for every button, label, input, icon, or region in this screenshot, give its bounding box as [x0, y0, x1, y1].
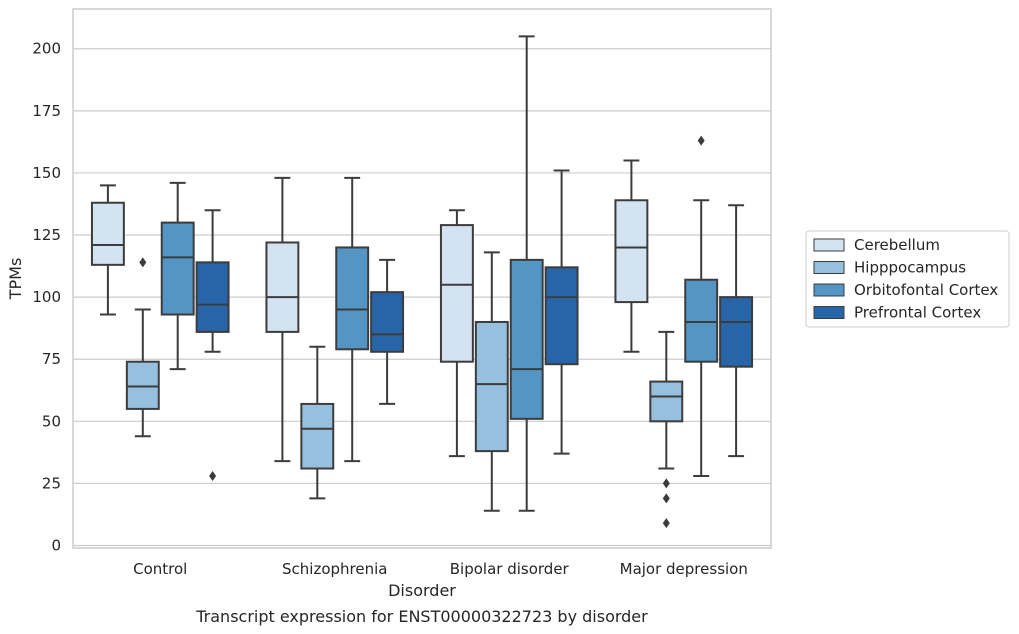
legend-frame	[805, 230, 1010, 328]
legend-swatch	[813, 306, 845, 319]
y-axis-title: TPMs	[6, 258, 25, 301]
legend-swatch	[813, 261, 845, 274]
plot-area-frame	[72, 8, 772, 549]
category-group	[265, 176, 405, 500]
y-tick-label: 100	[32, 288, 61, 306]
box-cerebellum	[614, 199, 649, 304]
x-tick-label: Control	[133, 560, 187, 578]
box-prefrontal-cortex	[195, 261, 230, 333]
y-tick-label: 125	[32, 226, 61, 244]
x-axis-title: Disorder	[388, 581, 456, 600]
y-tick-label: 175	[32, 102, 61, 120]
outlier-point	[139, 257, 147, 268]
y-tick-label: 150	[32, 164, 61, 182]
box-cerebellum	[439, 224, 474, 363]
box-prefrontal-cortex	[370, 291, 405, 353]
y-tick-labels: 0 25 50 75 100 125 150 175 200	[32, 40, 61, 555]
category-group	[90, 181, 230, 481]
x-tick-label: Bipolar disorder	[450, 560, 570, 578]
x-tick-labels: Control Schizophrenia Bipolar disorder Majo…	[133, 560, 748, 578]
box-cerebellum	[265, 241, 300, 333]
y-tick-label: 200	[32, 40, 61, 58]
y-tick-label: 50	[42, 412, 61, 430]
x-tick-label: Schizophrenia	[282, 560, 387, 578]
box-hipppocampus	[125, 360, 160, 410]
box-hipppocampus	[474, 320, 509, 453]
y-tick-label: 75	[42, 350, 61, 368]
category-group	[439, 35, 579, 512]
box-groups	[90, 35, 754, 529]
legend-swatch	[813, 283, 845, 297]
y-tick-label: 25	[42, 474, 61, 492]
x-tick-label: Major depression	[620, 560, 748, 578]
outlier-point	[209, 470, 217, 481]
box-orbitofontal-cortex	[160, 221, 195, 316]
box-orbitofontal-cortex	[684, 278, 719, 363]
box-cerebellum	[90, 201, 125, 266]
box-hipppocampus	[300, 402, 335, 470]
outlier-point	[662, 493, 670, 504]
box-prefrontal-cortex	[719, 296, 754, 368]
box-prefrontal-cortex	[544, 266, 579, 366]
legend-label: Hipppocampus	[854, 259, 966, 277]
box-orbitofontal-cortex	[509, 258, 544, 420]
chart-caption: Transcript expression for ENST0000032272…	[195, 607, 648, 626]
legend-label: Cerebellum	[854, 236, 940, 254]
outlier-point	[662, 518, 670, 529]
box-hipppocampus	[649, 380, 684, 423]
category-group	[614, 135, 754, 529]
legend: Cerebellum Hipppocampus Orbitofontal Corte…	[805, 230, 1010, 328]
outlier-point	[697, 135, 705, 146]
box-orbitofontal-cortex	[335, 246, 370, 351]
legend-label: Orbitofontal Cortex	[854, 281, 998, 299]
legend-label: Prefrontal Cortex	[854, 304, 981, 322]
legend-swatch	[813, 238, 845, 252]
outlier-point	[662, 478, 670, 489]
y-tick-label: 0	[51, 537, 61, 555]
